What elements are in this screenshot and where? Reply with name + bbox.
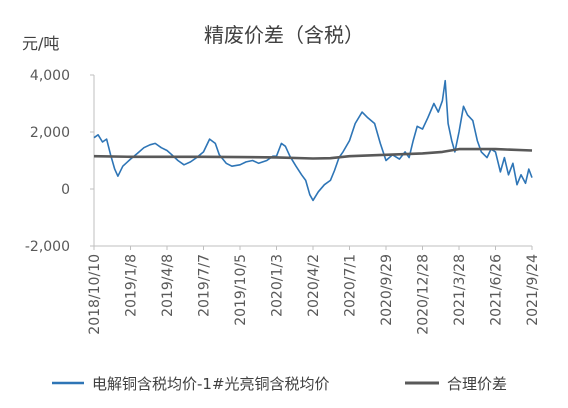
x-tick-label: 2019/10/5 bbox=[233, 254, 249, 326]
series-layer bbox=[93, 79, 533, 202]
y-axis-unit-label: 元/吨 bbox=[22, 34, 59, 53]
series-line-reasonable bbox=[93, 147, 533, 160]
y-tick-label: 2,000 bbox=[30, 125, 70, 141]
chart-title: 精废价差（含税） bbox=[204, 23, 364, 47]
x-tick-label: 2020/4/2 bbox=[306, 254, 322, 317]
x-tick-label: 2020/12/28 bbox=[416, 254, 432, 335]
series-line-spread bbox=[93, 79, 533, 202]
x-tick-label: 2018/10/10 bbox=[87, 254, 103, 335]
y-tick-label: -2,000 bbox=[25, 239, 70, 255]
legend-label-reasonable: 合理价差 bbox=[447, 375, 507, 393]
y-axis-ticks: 4,000 2,000 0 -2,000 bbox=[25, 68, 94, 255]
x-tick-label: 2019/4/8 bbox=[160, 254, 176, 317]
x-tick-label: 2021/9/24 bbox=[525, 254, 541, 326]
x-axis-ticks: 2018/10/10 2019/1/8 2019/4/8 2019/7/7 2019/1… bbox=[87, 246, 541, 335]
x-tick-label: 2020/7/1 bbox=[343, 254, 359, 317]
x-tick-label: 2021/3/28 bbox=[452, 254, 468, 326]
y-tick-label: 0 bbox=[61, 182, 70, 198]
x-tick-label: 2020/1/3 bbox=[270, 254, 286, 317]
x-tick-label: 2019/1/8 bbox=[124, 254, 140, 317]
x-tick-label: 2020/9/29 bbox=[379, 254, 395, 326]
legend: 电解铜含税均价-1#光亮铜含税均价 合理价差 bbox=[52, 375, 507, 393]
x-tick-label: 2019/7/7 bbox=[197, 254, 213, 317]
y-tick-label: 4,000 bbox=[30, 68, 70, 84]
legend-label-spread: 电解铜含税均价-1#光亮铜含税均价 bbox=[92, 375, 330, 393]
x-tick-label: 2021/6/26 bbox=[489, 254, 505, 326]
